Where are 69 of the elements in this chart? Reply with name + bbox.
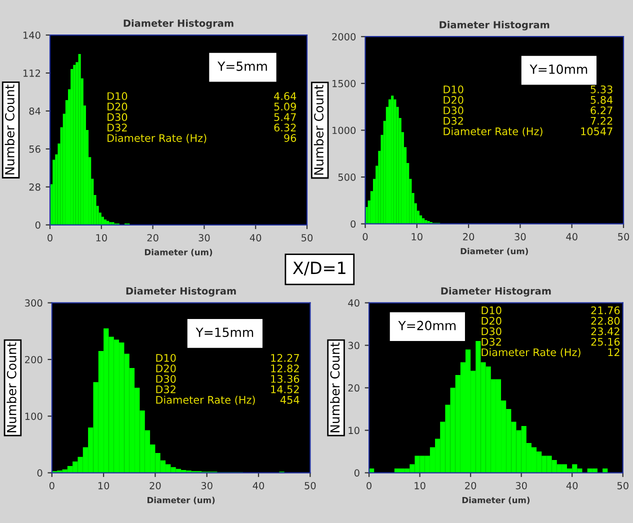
x-tick-label: 50 [617,482,628,490]
x-tick-label: 40 [566,482,578,490]
x-tick-label: 20 [150,482,161,490]
x-tick-label: 0 [362,233,368,240]
y-tick-label: 0 [35,221,40,229]
y-tick-label: 10 [348,426,360,434]
y-tick-label: 30 [348,342,360,350]
x-tick-label: 40 [252,482,264,490]
x-tick-label: 30 [516,482,527,490]
x-tick-label: 30 [198,234,210,242]
y-tick-label: 0 [354,469,360,477]
y-axis-title: Number Count [4,84,14,174]
annotation: 4.64 5.09 5.47 6.32 96 [274,92,296,142]
chart-title: Diameter Histogram [440,20,550,30]
y-tick-label: 28 [29,183,40,191]
annotation: 5.33 5.84 6.27 7.22 10547 [581,85,613,136]
y-axis-title: Number Count [330,342,340,432]
annotation: D10 D20 D30 D32 Diameter Rate (Hz) [108,92,206,144]
x-tick-label: 20 [147,234,158,242]
y-tick-label: 0 [350,220,356,228]
y-tick-label: 200 [25,356,42,364]
y-tick-label: 500 [338,174,356,181]
chart-title: Diameter Histogram [126,287,236,297]
chart-title: Diameter Histogram [124,19,234,29]
x-tick-label: 10 [412,233,422,240]
annotation: D10 D20 D30 D32 Diameter Rate (Hz) [156,354,255,406]
annotation: 12.27 12.82 13.36 14.52 454 [271,354,300,404]
annotation: Y=20mm [398,320,456,330]
y-tick-label: 112 [23,69,40,77]
annotation: D10 D20 D30 D32 Diameter Rate (Hz) [444,85,542,136]
x-tick-label: 30 [514,233,526,240]
annotation: 21.76 22.80 23.42 25.16 12 [591,306,620,356]
y-axis-title: Number Count [314,84,324,175]
y-tick-label: 140 [23,32,40,39]
x-tick-label: 20 [463,233,474,240]
y-tick-label: 1500 [332,80,356,88]
y-tick-label: 2000 [332,33,356,40]
annotation: Y=15mm [196,328,254,338]
y-tick-label: 100 [25,412,42,420]
annotation: Y=10mm [530,64,588,74]
x-axis-title: Diameter (um) [147,496,215,504]
y-tick-label: 84 [29,107,40,115]
x-tick-label: 10 [96,234,107,242]
y-tick-label: 20 [348,384,360,392]
x-tick-label: 0 [366,482,372,490]
x-axis-title: Diameter (um) [460,248,528,256]
x-tick-label: 50 [302,234,313,242]
x-tick-label: 50 [304,482,316,490]
y-tick-label: 0 [37,469,42,477]
x-tick-label: 10 [414,482,426,490]
annotation: Y=5mm [218,62,267,71]
x-tick-label: 40 [250,234,262,242]
x-tick-label: 40 [566,233,578,240]
text: X/D=1 [292,262,346,276]
y-tick-label: 40 [348,299,360,307]
x-tick-label: 50 [618,233,630,240]
x-tick-label: 0 [48,234,52,242]
y-tick-label: 300 [25,299,42,307]
chart-title: Diameter Histogram [441,287,551,297]
y-axis-title: Number Count [6,342,16,432]
y-tick-label: 1000 [332,126,356,134]
x-tick-label: 20 [465,482,476,490]
x-axis-title: Diameter (um) [144,248,212,256]
annotation: D10 D20 D30 D32 Diameter Rate (Hz) [482,306,580,358]
x-tick-label: 0 [49,482,54,490]
x-tick-label: 30 [201,482,212,490]
x-axis-title: Diameter (um) [462,496,530,504]
x-tick-label: 10 [98,482,110,490]
y-tick-label: 56 [29,145,40,153]
